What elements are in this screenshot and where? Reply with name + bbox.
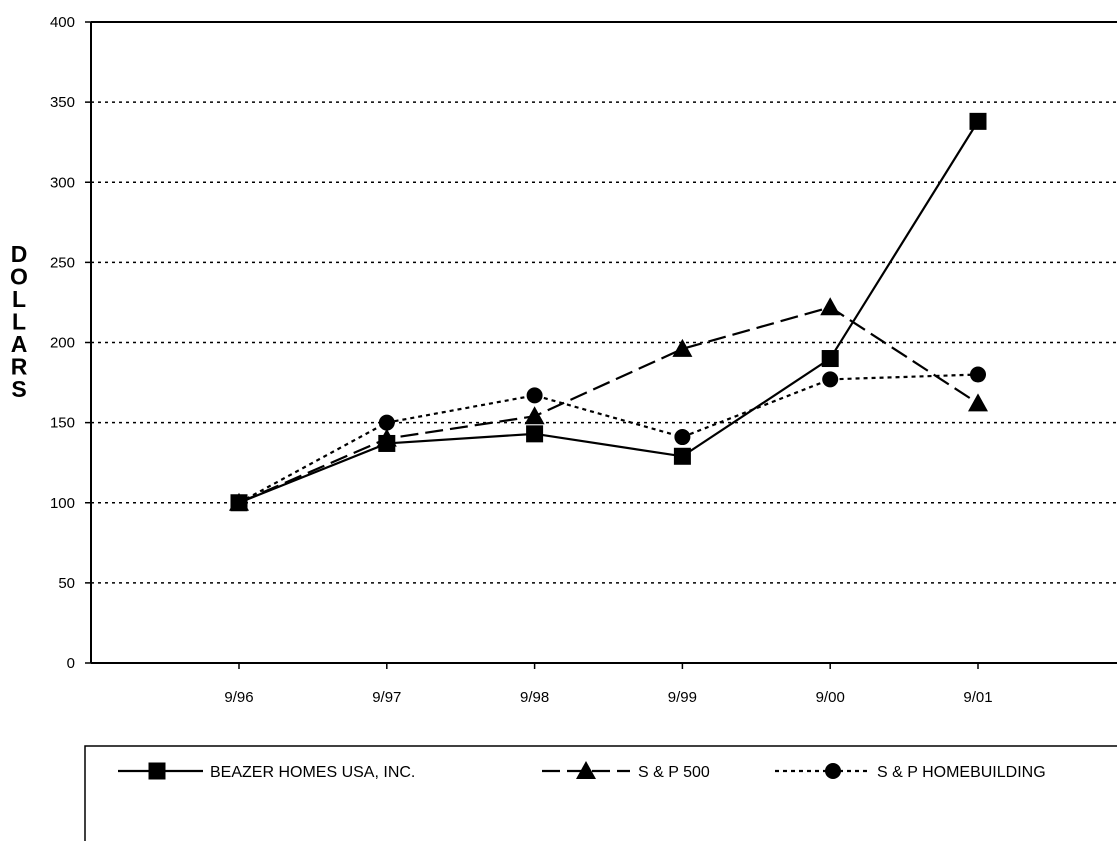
data-point-square <box>378 434 396 452</box>
x-tick-label: 9/01 <box>963 689 992 706</box>
axes <box>90 21 1117 664</box>
x-tick-label: 9/97 <box>372 689 401 706</box>
series-group <box>229 112 988 512</box>
data-point-circle <box>526 387 543 404</box>
y-tick-label: 100 <box>50 495 75 512</box>
y-axis-label-letter: A <box>11 331 28 357</box>
data-point-triangle <box>968 393 988 412</box>
y-axis-label-letter: D <box>11 241 28 267</box>
data-point-circle <box>822 371 839 388</box>
legend-item: S & P 500 <box>542 761 710 781</box>
y-axis-label-letter: O <box>10 264 28 290</box>
series-circle <box>238 373 979 504</box>
legend-item: BEAZER HOMES USA, INC. <box>118 762 415 781</box>
legend: BEAZER HOMES USA, INC. S & P 500 S & P HOM… <box>84 745 1117 841</box>
x-axis-ticks: 9/96 9/97 9/98 9/99 9/00 9/01 <box>224 663 993 706</box>
y-tick-label: 350 <box>50 94 75 111</box>
y-tick-label: 400 <box>50 14 75 31</box>
legend-box <box>84 745 1117 841</box>
data-point-circle <box>674 429 691 446</box>
y-axis-label-letter: S <box>11 376 26 402</box>
gridlines <box>91 101 1117 584</box>
y-axis-ticks: 0 50 100 150 200 250 300 350 400 <box>50 14 91 672</box>
data-point-square <box>230 494 248 512</box>
x-tick-label: 9/99 <box>668 689 697 706</box>
data-point-square <box>673 447 691 465</box>
data-point-triangle <box>820 297 841 316</box>
data-point-circle <box>970 366 986 383</box>
legend-marker-square <box>148 762 166 780</box>
series-line <box>238 306 979 504</box>
data-point-circle <box>378 414 395 431</box>
series-triangle <box>238 306 979 504</box>
y-axis-label-letter: R <box>11 354 28 380</box>
legend-marker-circle <box>825 763 841 779</box>
legend-label: S & P HOMEBUILDING <box>877 764 1046 781</box>
series-line <box>238 120 979 504</box>
y-tick-label: 0 <box>67 655 75 672</box>
series-square <box>238 120 979 504</box>
data-point-square <box>821 350 839 368</box>
data-point-square <box>969 112 987 130</box>
legend-label: S & P 500 <box>638 764 710 781</box>
data-point-triangle <box>524 406 545 425</box>
data-point-square <box>526 425 544 443</box>
legend-item: S & P HOMEBUILDING <box>775 763 1046 781</box>
x-tick-label: 9/00 <box>816 689 845 706</box>
y-tick-label: 50 <box>58 575 75 592</box>
y-tick-label: 150 <box>50 415 75 432</box>
legend-label: BEAZER HOMES USA, INC. <box>210 764 415 781</box>
y-axis-label-letter: L <box>12 309 26 335</box>
data-point-triangle <box>672 338 693 357</box>
x-tick-label: 9/98 <box>520 689 549 706</box>
legend-marker-triangle <box>576 761 596 779</box>
y-tick-label: 250 <box>50 254 75 271</box>
y-tick-label: 300 <box>50 174 75 191</box>
y-axis-label-letter: L <box>12 286 26 312</box>
series-line <box>238 373 979 504</box>
y-tick-label: 200 <box>50 335 75 352</box>
x-tick-label: 9/96 <box>224 689 253 706</box>
